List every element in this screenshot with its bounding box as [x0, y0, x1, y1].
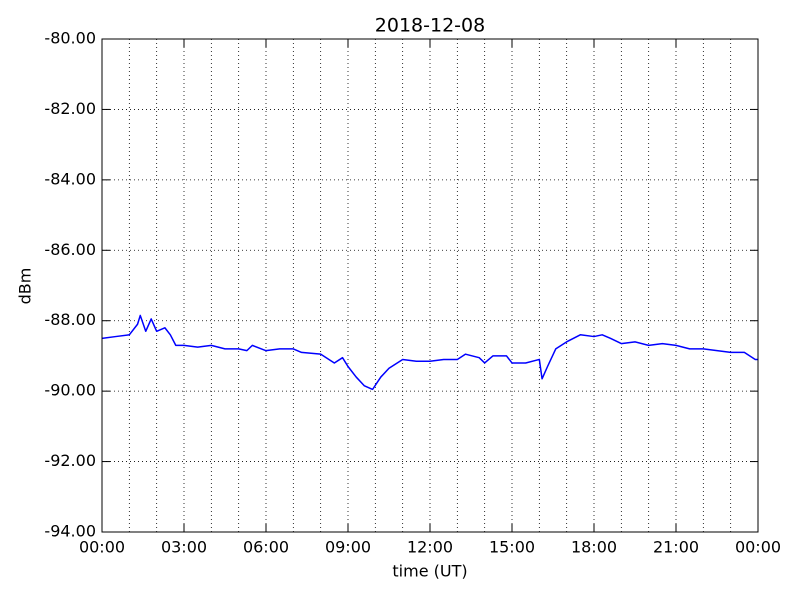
y-tick-label: -82.00 [44, 99, 96, 118]
y-tick-label: -80.00 [44, 29, 96, 48]
x-tick-label: 00:00 [735, 538, 781, 557]
x-tick-label: 06:00 [243, 538, 289, 557]
y-tick-label: -90.00 [44, 381, 96, 400]
x-tick-label: 00:00 [79, 538, 125, 557]
data-line [101, 314, 758, 391]
y-tick-label: -86.00 [44, 240, 96, 259]
y-tick-label: -92.00 [44, 451, 96, 470]
x-tick-label: 03:00 [161, 538, 207, 557]
x-axis-label: time (UT) [392, 562, 467, 581]
x-tick-label: 12:00 [407, 538, 453, 557]
y-axis-label: dBm [16, 268, 35, 305]
x-tick-label: 09:00 [325, 538, 371, 557]
x-tick-label: 15:00 [489, 538, 535, 557]
x-tick-label: 18:00 [571, 538, 617, 557]
x-tick-label: 21:00 [653, 538, 699, 557]
y-tick-label: -84.00 [44, 169, 96, 188]
chart-title: 2018-12-08 [375, 15, 485, 37]
y-tick-label: -94.00 [44, 522, 96, 541]
y-tick-label: -88.00 [44, 310, 96, 329]
plot-frame [101, 38, 759, 533]
